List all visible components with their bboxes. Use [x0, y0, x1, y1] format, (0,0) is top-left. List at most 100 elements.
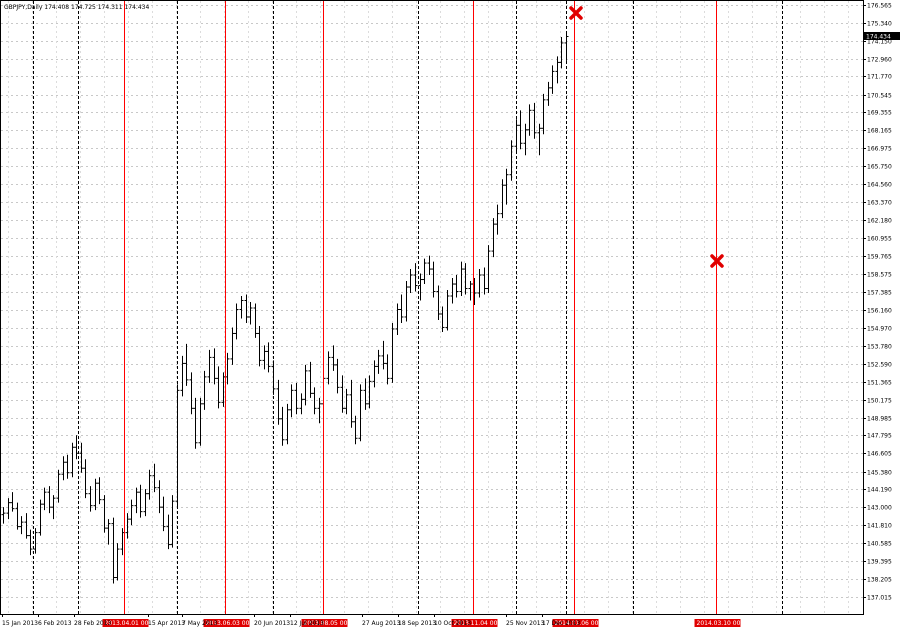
- x-tick-label: 12 Jul 2013: [290, 620, 324, 627]
- ohlc-bar: [280, 406, 285, 446]
- vertical-marker-tag: [301, 619, 348, 627]
- ohlc-bar: [381, 340, 386, 370]
- ohlc-bar: [97, 477, 102, 505]
- y-tick-label: 146.605: [867, 451, 892, 458]
- vertical-marker-label: 2013.11.04 00:00: [454, 620, 508, 627]
- y-tick-label: 158.575: [867, 272, 892, 279]
- ohlc-bar: [83, 459, 88, 499]
- y-tick-label: 137.015: [867, 595, 892, 602]
- y-tick-label: 170.545: [867, 93, 892, 100]
- ohlc-bar: [202, 370, 207, 410]
- ohlc-bar: [193, 397, 198, 449]
- ohlc-bar: [486, 245, 491, 294]
- delete-marker-2[interactable]: [710, 254, 724, 268]
- y-tick-label: 175.340: [867, 21, 892, 28]
- ohlc-bar: [289, 384, 294, 418]
- vertical-markers: 2013.04.01 00:00 2013.06.03 00:00 2013.08.…: [102, 1, 751, 627]
- ohlc-bar: [541, 93, 546, 135]
- price-bars: [1, 32, 569, 584]
- close-icon[interactable]: [710, 254, 724, 268]
- ohlc-bar: [399, 294, 404, 323]
- ohlc-bar: [166, 514, 171, 550]
- ohlc-bar: [390, 322, 395, 383]
- x-tick-label: 15 Jan 2013: [2, 620, 38, 627]
- ohlc-bar: [1, 507, 6, 524]
- ohlc-bar: [463, 263, 468, 295]
- last-price-label: 174.434: [866, 34, 891, 41]
- ohlc-bar: [102, 495, 107, 533]
- ohlc-bar: [440, 306, 445, 332]
- ohlc-bar: [143, 489, 148, 517]
- ohlc-bar: [42, 487, 47, 511]
- ohlc-bar: [312, 387, 317, 415]
- y-tick-label: 162.180: [867, 218, 892, 225]
- ohlc-bar: [19, 516, 24, 535]
- y-tick-label: 176.565: [867, 3, 892, 10]
- vertical-marker-tag: [694, 619, 741, 627]
- ohlc-bar: [61, 456, 66, 481]
- ohlc-bar: [523, 123, 528, 156]
- ohlc-bar: [266, 342, 271, 373]
- ohlc-bar: [115, 543, 120, 581]
- x-tick-label: 27 Aug 2013: [362, 620, 401, 627]
- vertical-marker-label: 2013.04.01 00:00: [105, 620, 159, 627]
- ohlc-bar: [106, 519, 111, 545]
- ohlc-bar: [532, 102, 537, 139]
- ohlc-bar: [376, 349, 381, 374]
- y-tick-label: 159.765: [867, 254, 892, 261]
- y-tick-label: 139.395: [867, 559, 892, 566]
- vertical-marker-label: 2013.06.03 00:00: [206, 620, 260, 627]
- y-tick-label: 169.355: [867, 110, 892, 117]
- ohlc-bar: [450, 278, 455, 304]
- ohlc-bar: [152, 463, 157, 493]
- ohlc-bar: [555, 56, 560, 84]
- ohlc-bar: [262, 345, 267, 370]
- ohlc-bar: [6, 498, 11, 520]
- ohlc-bar: [495, 204, 500, 235]
- ohlc-bar: [38, 499, 43, 536]
- ohlc-bar: [271, 360, 276, 395]
- ohlc-bar: [344, 388, 349, 415]
- y-tick-label: 141.810: [867, 523, 892, 530]
- ohlc-bar: [198, 397, 203, 446]
- ohlc-bar: [79, 442, 84, 473]
- ohlc-bar: [422, 258, 427, 285]
- ohlc-bar: [207, 349, 212, 383]
- ohlc-bar: [65, 454, 70, 479]
- ohlc-bar: [47, 486, 52, 514]
- ohlc-bar: [436, 285, 441, 320]
- y-tick-label: 152.590: [867, 362, 892, 369]
- ohlc-bar: [514, 119, 519, 153]
- y-tick-label: 153.780: [867, 344, 892, 351]
- y-tick-label: 145.380: [867, 470, 892, 477]
- ohlc-bar: [353, 415, 358, 445]
- price-axis: 176.565 175.340 174.150 172.960 171.770 170.5…: [863, 3, 892, 602]
- delete-marker-1[interactable]: [569, 6, 583, 20]
- close-icon[interactable]: [569, 6, 583, 20]
- vertical-marker-tag: [203, 619, 250, 627]
- ohlc-bar: [299, 393, 304, 415]
- ohlc-bar: [88, 486, 93, 512]
- y-tick-label: 160.955: [867, 236, 892, 243]
- ohlc-bar: [363, 378, 368, 410]
- ohlc-bar: [308, 361, 313, 398]
- ohlc-bar: [358, 384, 363, 442]
- y-tick-label: 168.165: [867, 128, 892, 135]
- ohlc-bar: [180, 355, 185, 397]
- vertical-marker-tag: [451, 619, 498, 627]
- time-axis: 15 Jan 2013 6 Feb 2013 28 Feb 2013 15 Apr 2…: [2, 614, 581, 627]
- ohlc-bar: [527, 104, 532, 136]
- y-tick-label: 154.970: [867, 326, 892, 333]
- last-price-tag: 174.434: [864, 32, 900, 41]
- ohlc-bar: [477, 269, 482, 298]
- ohlc-bar: [326, 351, 331, 385]
- ohlc-bar: [70, 442, 75, 478]
- ohlc-bar: [294, 382, 299, 415]
- ohlc-bar: [564, 32, 569, 61]
- ohlc-bar: [395, 303, 400, 335]
- vertical-marker-label: 2014.03.10 00:00: [697, 620, 751, 627]
- y-tick-label: 164.560: [867, 182, 892, 189]
- y-tick-label: 172.960: [867, 57, 892, 64]
- ohlc-bar: [537, 123, 542, 156]
